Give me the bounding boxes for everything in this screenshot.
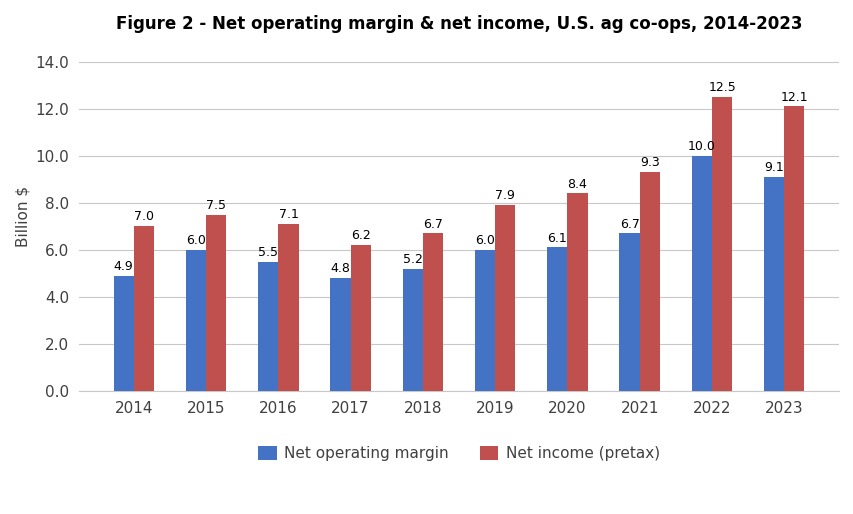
Bar (618, 233, 639, 391)
Bar (422, 233, 443, 391)
Text: 6.7: 6.7 (619, 217, 639, 230)
Y-axis label: Billion $: Billion $ (15, 186, 30, 247)
Text: 7.9: 7.9 (495, 189, 514, 203)
Bar (691, 156, 711, 391)
Bar (134, 226, 154, 391)
Bar (711, 97, 731, 391)
Text: 10.0: 10.0 (688, 140, 715, 153)
Text: 6.1: 6.1 (547, 232, 566, 245)
Bar (495, 205, 514, 391)
Bar (566, 193, 587, 391)
Text: 4.8: 4.8 (330, 262, 350, 275)
Bar (278, 224, 299, 391)
Text: 5.5: 5.5 (258, 246, 278, 259)
Text: 6.0: 6.0 (186, 234, 206, 247)
Bar (547, 247, 566, 391)
Text: 7.5: 7.5 (206, 199, 226, 212)
Legend: Net operating margin, Net income (pretax): Net operating margin, Net income (pretax… (252, 440, 665, 468)
Bar (639, 172, 659, 391)
Text: 4.9: 4.9 (113, 260, 133, 273)
Bar (763, 177, 783, 391)
Text: 9.1: 9.1 (763, 161, 783, 174)
Text: 9.3: 9.3 (639, 156, 659, 170)
Text: 12.1: 12.1 (780, 90, 807, 103)
Text: 5.2: 5.2 (403, 253, 422, 266)
Bar (258, 262, 278, 391)
Text: 8.4: 8.4 (567, 177, 587, 191)
Text: 6.7: 6.7 (422, 217, 443, 230)
Title: Figure 2 - Net operating margin & net income, U.S. ag co-ops, 2014-2023: Figure 2 - Net operating margin & net in… (116, 15, 801, 33)
Bar (351, 245, 370, 391)
Text: 7.0: 7.0 (134, 210, 154, 224)
Bar (206, 214, 226, 391)
Text: 12.5: 12.5 (707, 81, 735, 94)
Bar (330, 278, 351, 391)
Text: 7.1: 7.1 (278, 208, 298, 221)
Bar (783, 106, 804, 391)
Text: 6.0: 6.0 (474, 234, 495, 247)
Text: 6.2: 6.2 (351, 229, 370, 242)
Bar (474, 250, 495, 391)
Bar (113, 276, 134, 391)
Bar (402, 269, 422, 391)
Bar (186, 250, 206, 391)
